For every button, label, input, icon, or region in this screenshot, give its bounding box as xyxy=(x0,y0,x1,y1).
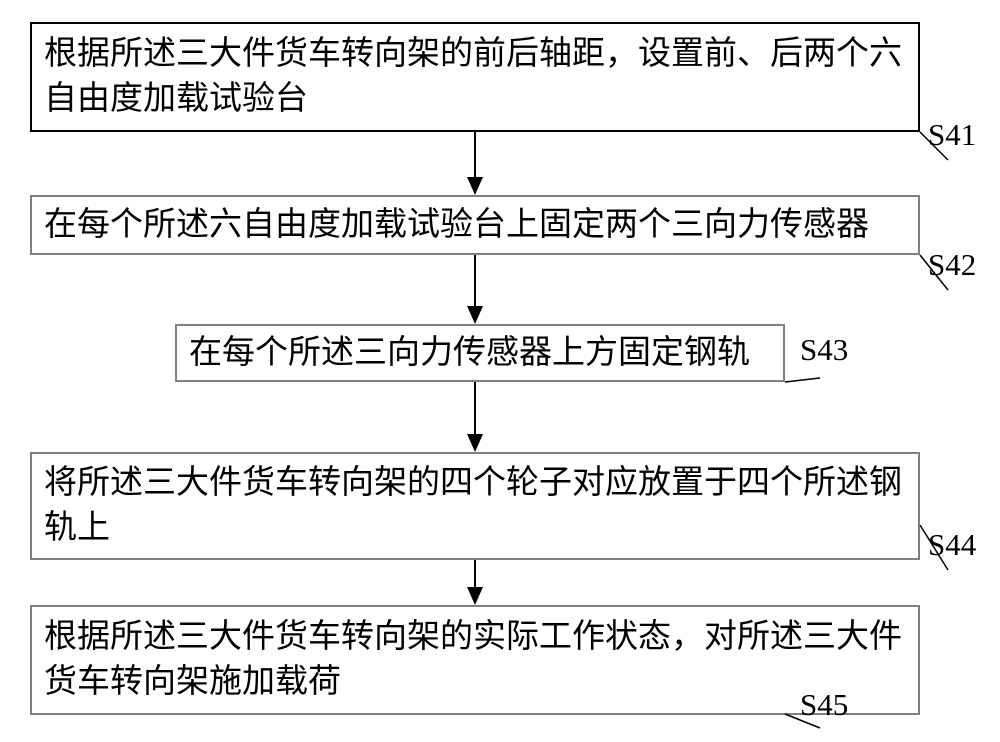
step-text-2: 在每个所述六自由度加载试验台上固定两个三向力传感器 xyxy=(44,203,906,248)
step-box-5: 根据所述三大件货车转向架的实际工作状态，对所述三大件货车转向架施加载荷 xyxy=(30,605,920,715)
step-box-1: 根据所述三大件货车转向架的前后轴距，设置前、后两个六自由度加载试验台 xyxy=(30,22,920,132)
step-box-4: 将所述三大件货车转向架的四个轮子对应放置于四个所述钢轨上 xyxy=(30,452,920,560)
step-box-2: 在每个所述六自由度加载试验台上固定两个三向力传感器 xyxy=(30,195,920,255)
step-text-3: 在每个所述三向力传感器上方固定钢轨 xyxy=(189,331,771,376)
flowchart-canvas: 根据所述三大件货车转向架的前后轴距，设置前、后两个六自由度加载试验台 在每个所述… xyxy=(0,0,1000,742)
step-text-1: 根据所述三大件货车转向架的前后轴距，设置前、后两个六自由度加载试验台 xyxy=(44,32,906,121)
step-text-4: 将所述三大件货车转向架的四个轮子对应放置于四个所述钢轨上 xyxy=(44,461,906,550)
arrow-head-4 xyxy=(467,587,483,605)
step-label-2: S42 xyxy=(928,247,976,283)
step-label-5: S45 xyxy=(800,687,848,723)
step-box-3: 在每个所述三向力传感器上方固定钢轨 xyxy=(175,324,785,382)
leader-line-3 xyxy=(785,378,820,382)
step-label-1: S41 xyxy=(928,117,976,153)
step-text-5: 根据所述三大件货车转向架的实际工作状态，对所述三大件货车转向架施加载荷 xyxy=(44,615,906,704)
arrow-head-3 xyxy=(467,434,483,452)
arrow-head-1 xyxy=(467,177,483,195)
step-label-3: S43 xyxy=(800,332,848,368)
arrow-head-2 xyxy=(467,306,483,324)
step-label-4: S44 xyxy=(928,527,976,563)
